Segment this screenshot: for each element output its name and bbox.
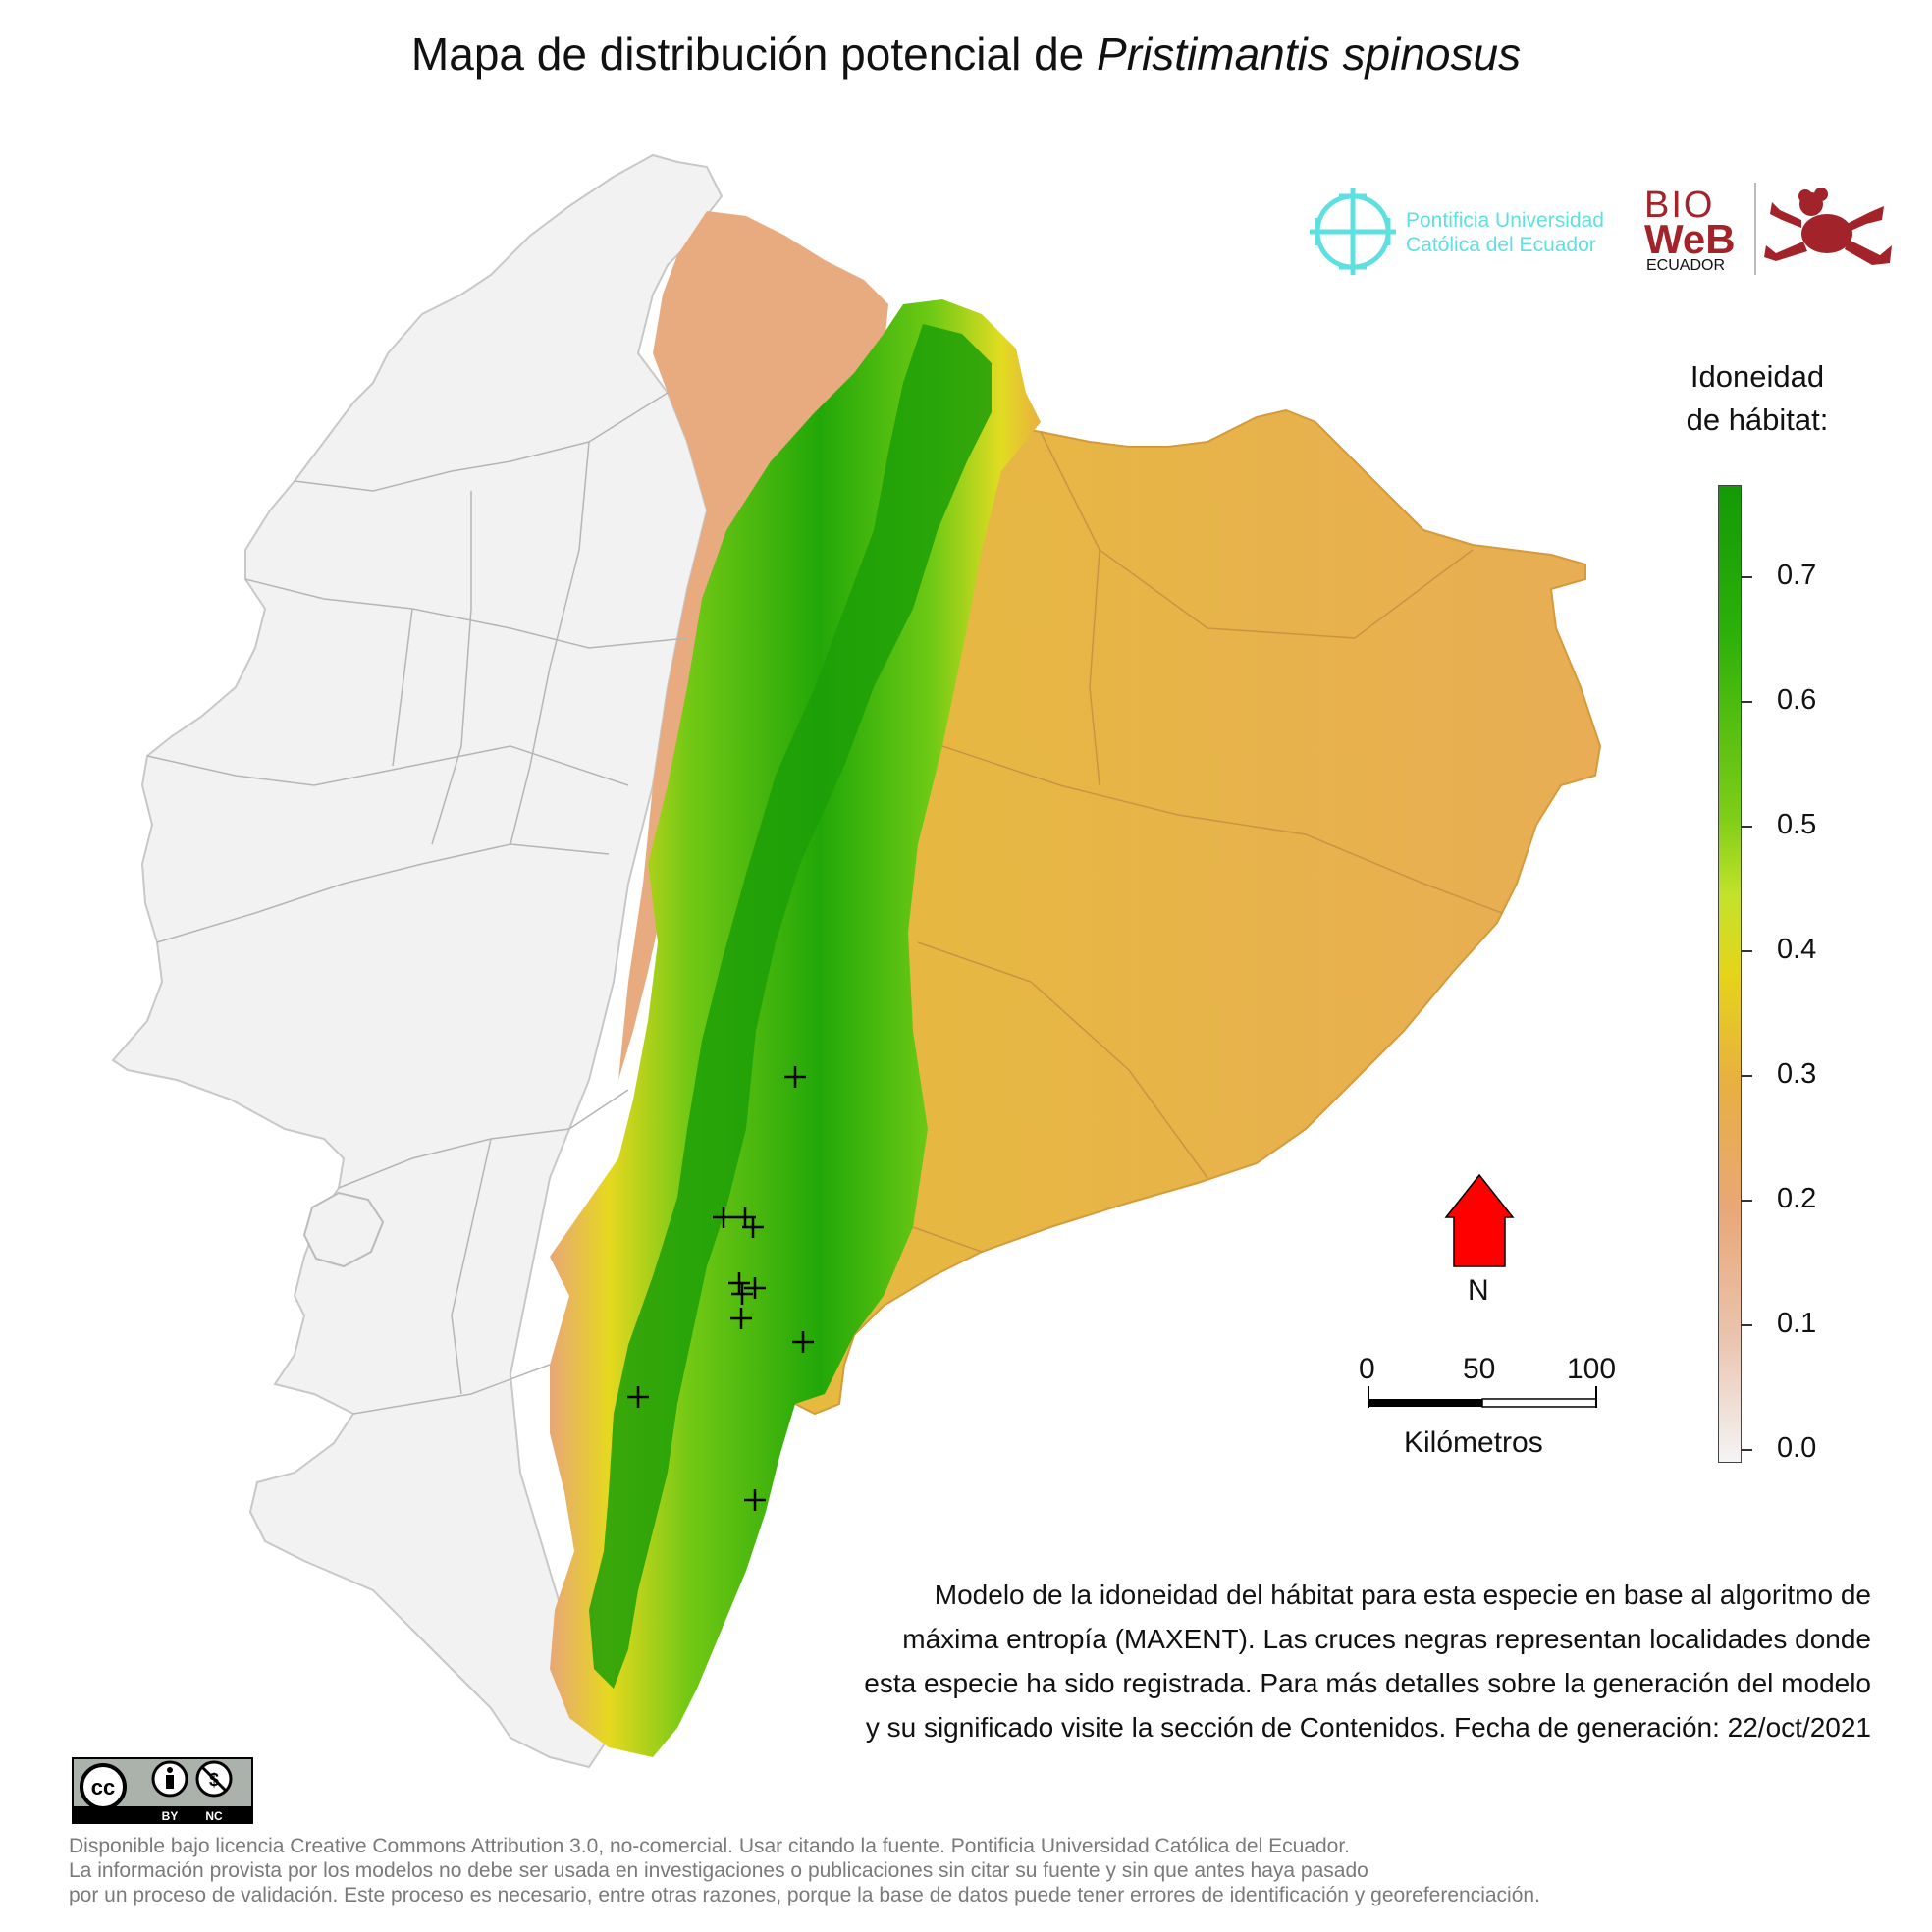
- legend-tick-label: 0.5: [1777, 809, 1817, 840]
- svg-text:cc: cc: [91, 1775, 115, 1799]
- species-name: Pristimantis spinosus: [1097, 28, 1522, 80]
- puce-name-line2: Católica del Ecuador: [1406, 234, 1596, 256]
- cc-license-badge[interactable]: cc $ BY NC: [72, 1757, 253, 1824]
- occurrence-cross: [713, 1207, 734, 1228]
- north-label: N: [1468, 1274, 1489, 1307]
- puce-logo: [1310, 188, 1396, 275]
- frog-icon: [1764, 188, 1892, 265]
- cc-nc-label: NC: [205, 1809, 223, 1823]
- legend-tick: [1741, 1200, 1752, 1202]
- description-line: Modelo de la idoneidad del hábitat para …: [934, 1580, 1871, 1610]
- scale-label: 0: [1359, 1353, 1375, 1385]
- legend-tick: [1741, 701, 1752, 703]
- amazon-province-boundaries: [912, 431, 1503, 1253]
- legend-tick-label: 0.3: [1777, 1058, 1817, 1090]
- description-line: máxima entropía (MAXENT). Las cruces neg…: [902, 1624, 1871, 1654]
- bioweb-bio: BIO: [1644, 185, 1715, 226]
- license-line: La información provista por los modelos …: [69, 1859, 1368, 1882]
- occurrence-cross: [742, 1216, 764, 1238]
- legend-tick-label: 0.6: [1777, 684, 1817, 716]
- scale-unit: Kilómetros: [1404, 1426, 1543, 1459]
- high-suitability-core: [589, 324, 992, 1689]
- map-title-prefix: Mapa de distribución potencial de: [410, 28, 1098, 80]
- legend-tick-label: 0.4: [1777, 934, 1817, 965]
- occurrence-cross: [627, 1386, 649, 1408]
- occurrence-cross: [792, 1331, 814, 1353]
- legend-tick: [1741, 1075, 1752, 1077]
- legend-colorbar: [1718, 485, 1742, 1463]
- legend-tick: [1741, 1324, 1752, 1326]
- scale-label: 50: [1463, 1353, 1496, 1385]
- license-line: por un proceso de validación. Este proce…: [69, 1884, 1540, 1906]
- license-text: Disponible bajo licencia Creative Common…: [69, 1834, 1540, 1907]
- legend-tick: [1741, 826, 1752, 828]
- legend-title-line2: de hábitat:: [1686, 402, 1829, 437]
- bioweb-logo: BIO WeB ECUADOR: [1644, 181, 1900, 279]
- legend-title-line1: Idoneidad: [1690, 359, 1825, 394]
- puce-name-line1: Pontificia Universidad: [1406, 209, 1604, 232]
- map-title: Mapa de distribución potencial de Pristi…: [0, 27, 1932, 80]
- puna-island: [302, 1191, 385, 1268]
- description-line: y su significado visite la sección de Co…: [865, 1712, 1871, 1743]
- occurrence-markers: [627, 1066, 814, 1511]
- scale-label: 100: [1567, 1353, 1617, 1385]
- occurrence-cross: [784, 1066, 806, 1088]
- occurrence-cross: [730, 1308, 752, 1329]
- puce-name: Pontificia Universidad Católica del Ecua…: [1406, 208, 1604, 257]
- occurrence-cross: [731, 1283, 753, 1305]
- bioweb-web: WeB: [1644, 216, 1736, 262]
- occurrence-cross: [744, 1277, 766, 1299]
- license-line: Disponible bajo licencia Creative Common…: [69, 1835, 1350, 1857]
- description-line: esta especie ha sido registrada. Para má…: [864, 1668, 1871, 1698]
- legend-tick-label: 0.2: [1777, 1183, 1817, 1214]
- legend-tick-label: 0.7: [1777, 560, 1817, 591]
- legend-title: Idoneidad de hábitat:: [1669, 355, 1846, 442]
- legend-tick: [1741, 1449, 1752, 1451]
- occurrence-cross: [744, 1489, 766, 1511]
- legend-tick: [1741, 950, 1752, 952]
- north-arrow: [1444, 1173, 1515, 1267]
- legend-tick-label: 0.0: [1777, 1432, 1817, 1464]
- province-boundaries: [146, 392, 688, 1415]
- bioweb-ecuador: ECUADOR: [1646, 257, 1726, 274]
- cc-by-label: BY: [162, 1809, 179, 1823]
- occurrence-cross: [728, 1272, 750, 1294]
- scale-bar: [1368, 1386, 1597, 1408]
- legend-tick: [1741, 576, 1752, 578]
- legend-tick-label: 0.1: [1777, 1308, 1817, 1339]
- model-description: Modelo de la idoneidad del hábitat para …: [693, 1573, 1871, 1749]
